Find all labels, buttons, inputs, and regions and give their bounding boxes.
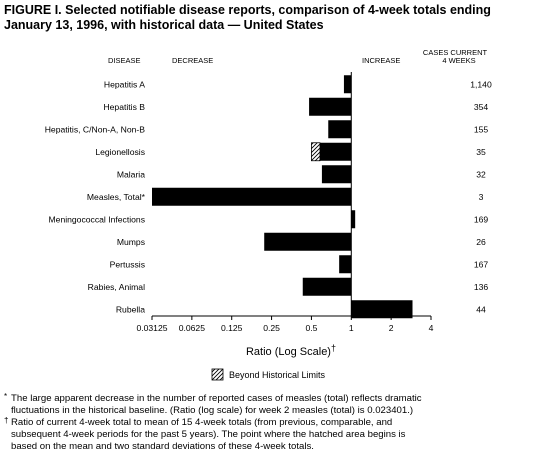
cases-value-measles-total: 3 — [479, 192, 484, 202]
cases-value-mumps: 26 — [476, 237, 486, 247]
cases-value-pertussis: 167 — [474, 259, 489, 269]
footnote-dagger-text-3: based on the mean and two standard devia… — [11, 441, 314, 452]
footnotes: * The large apparent decrease in the num… — [4, 392, 530, 453]
footnote-dagger-text: Ratio of current 4-week total to mean of… — [11, 417, 393, 428]
legend-label: Beyond Historical Limits — [229, 370, 326, 380]
bar-hepatitis-b — [309, 97, 352, 116]
header-increase: INCREASE — [362, 56, 400, 65]
x-tick-label-1: 0.0625 — [179, 323, 206, 333]
footnote-star-text-2: fluctuations in the historical baseline.… — [11, 405, 414, 416]
bar-legionellosis — [319, 142, 352, 161]
cases-value-hepatitis-b: 354 — [474, 102, 489, 112]
category-label-hepatitis-b: Hepatitis B — [103, 102, 145, 112]
header-disease: DISEASE — [108, 56, 141, 65]
footnote-star-symbol: * — [4, 392, 8, 401]
category-label-legionellosis: Legionellosis — [95, 147, 145, 157]
x-tick-label-7: 4 — [429, 323, 434, 333]
cases-value-legionellosis: 35 — [476, 147, 486, 157]
footnote-dagger: † Ratio of current 4-week total to mean … — [4, 416, 530, 429]
bar-hepatitis-c-non-a-non-b — [328, 120, 352, 139]
cases-value-hepatitis-a: 1,140 — [470, 79, 492, 89]
x-axis-label-text: Ratio (Log Scale) — [246, 346, 331, 358]
category-label-measles-total: Measles, Total* — [87, 192, 146, 202]
x-tick-label-0: 0.03125 — [136, 323, 167, 333]
header-decrease: DECREASE — [172, 56, 213, 65]
cases-value-hepatitis-c-non-a-non-b: 155 — [474, 124, 489, 134]
category-label-meningococcal-infections: Meningococcal Infections — [49, 214, 146, 224]
title-line-1: FIGURE I. Selected notifiable disease re… — [4, 3, 491, 17]
footnote-dagger-text-2: subsequent 4-week periods for the past 5… — [11, 429, 406, 440]
cases-value-meningococcal-infections: 169 — [474, 214, 489, 224]
header-cases-line-2: 4 WEEKS — [442, 56, 475, 65]
x-axis: 0.03125 0.0625 0.125 0.25 0.5 1 2 4 — [136, 72, 434, 333]
footnote-dagger-symbol: † — [4, 416, 9, 425]
category-label-hepatitis-c-non-a-non-b: Hepatitis, C/Non-A, Non-B — [45, 124, 146, 134]
cases-value-rubella: 44 — [476, 304, 486, 314]
bar-pertussis — [339, 255, 352, 274]
bar-meningococcal-infections — [351, 210, 356, 229]
x-tick-label-3: 0.25 — [263, 323, 280, 333]
header-cases-line-1: CASES CURRENT — [423, 48, 488, 57]
footnote-star-text: The large apparent decrease in the numbe… — [11, 393, 422, 404]
bar-hepatitis-a — [343, 75, 352, 94]
category-label-rabies-animal: Rabies, Animal — [88, 282, 145, 292]
legend-hatch-swatch — [211, 368, 224, 381]
chart-bars: Hepatitis A 1,140 Hepatitis B 354 Hepatitis,… — [45, 75, 492, 319]
category-label-mumps: Mumps — [117, 237, 145, 247]
cases-value-rabies-animal: 136 — [474, 282, 489, 292]
x-axis-label: Ratio (Log Scale)† — [246, 343, 336, 358]
x-tick-label-6: 2 — [389, 323, 394, 333]
bar-rubella — [351, 300, 413, 319]
bar-measles-total — [152, 187, 352, 206]
x-axis-label-dagger: † — [331, 343, 336, 353]
category-label-pertussis: Pertussis — [110, 259, 145, 269]
footnote-star: * The large apparent decrease in the num… — [4, 392, 530, 405]
category-label-rubella: Rubella — [116, 304, 145, 314]
category-label-hepatitis-a: Hepatitis A — [104, 79, 145, 89]
bar-malaria — [321, 165, 352, 184]
x-tick-label-5: 1 — [349, 323, 354, 333]
x-tick-label-2: 0.125 — [221, 323, 243, 333]
chart-title: FIGURE I. Selected notifiable disease re… — [4, 3, 532, 33]
cases-value-malaria: 32 — [476, 169, 486, 179]
bar-rabies-animal — [302, 277, 352, 296]
bar-mumps — [264, 232, 352, 251]
title-line-2: January 13, 1996, with historical data —… — [4, 18, 324, 32]
category-label-malaria: Malaria — [117, 169, 145, 179]
bar-hatch-legionellosis — [311, 142, 321, 162]
x-tick-label-4: 0.5 — [305, 323, 317, 333]
